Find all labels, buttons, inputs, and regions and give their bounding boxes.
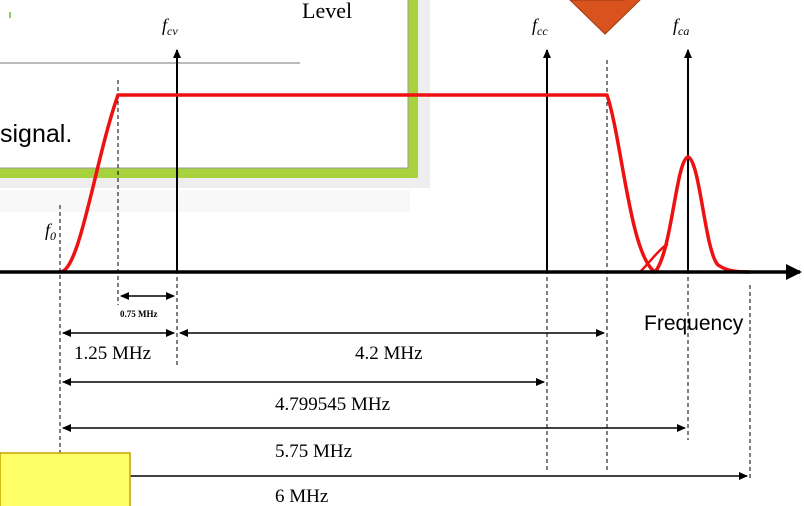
dim-label-4-2: 4.2 MHz <box>355 343 423 364</box>
label-f0: f0 <box>45 220 56 243</box>
label-fcv: fcv <box>162 15 178 38</box>
callout-box <box>0 452 131 506</box>
down-arrow-icon <box>569 0 641 35</box>
axis-label-frequency: Frequency <box>644 312 744 335</box>
dimension-lines <box>62 292 748 480</box>
reference-lines <box>59 60 751 480</box>
response-curve-overlap <box>639 242 669 273</box>
slide-panel <box>0 0 409 169</box>
dim-label-0-75: 0.75 MHz <box>120 309 158 319</box>
slide-level-text: Level <box>302 0 352 23</box>
label-fcc: fcc <box>532 15 548 38</box>
slide-signal-text: signal. <box>0 120 72 148</box>
dim-label-4-799545: 4.799545 MHz <box>275 394 390 415</box>
dim-label-1-25: 1.25 MHz <box>74 343 151 364</box>
frequency-axis-arrowhead <box>786 264 802 280</box>
background-slide: Level signal. <box>0 0 430 212</box>
label-fca: fca <box>673 15 689 38</box>
carrier-arrows <box>173 49 692 272</box>
slide-dotted-band <box>0 190 410 212</box>
response-curve <box>59 93 751 274</box>
dim-label-6: 6 MHz <box>275 486 328 506</box>
dim-label-5-75: 5.75 MHz <box>275 441 352 462</box>
